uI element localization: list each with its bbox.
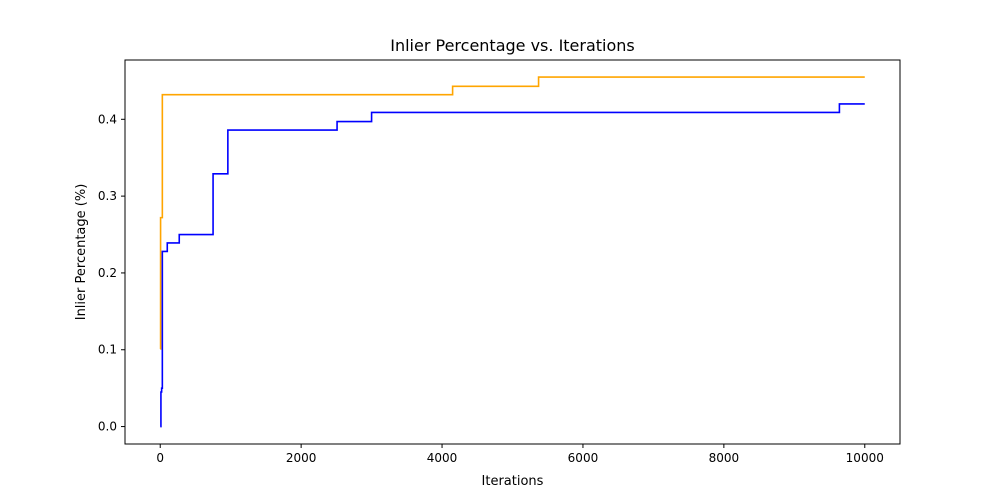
x-tick-label: 2000 bbox=[286, 451, 317, 465]
y-tick-label: 0.3 bbox=[98, 189, 117, 203]
series-line-2 bbox=[160, 103, 865, 428]
x-tick-label: 6000 bbox=[568, 451, 599, 465]
y-tick-label: 0.4 bbox=[98, 112, 117, 126]
x-tick-label: 8000 bbox=[709, 451, 740, 465]
x-tick-label: 4000 bbox=[427, 451, 458, 465]
x-tick-label: 0 bbox=[156, 451, 164, 465]
y-tick-label: 0.2 bbox=[98, 266, 117, 280]
y-axis-label: Inlier Percentage (%) bbox=[74, 184, 89, 321]
series-layer bbox=[159, 76, 865, 428]
y-tick-label: 0.0 bbox=[98, 420, 117, 434]
x-tick-label: 10000 bbox=[846, 451, 884, 465]
chart-title: Inlier Percentage vs. Iterations bbox=[390, 36, 635, 55]
series-line-1 bbox=[159, 76, 865, 350]
y-axis: 0.0 0.1 0.2 0.3 0.4 bbox=[98, 112, 125, 434]
x-axis-label: Iterations bbox=[482, 474, 544, 489]
y-tick-label: 0.1 bbox=[98, 343, 117, 357]
x-axis: 0 2000 4000 6000 8000 10000 bbox=[156, 444, 884, 465]
plot-frame bbox=[124, 59, 901, 445]
